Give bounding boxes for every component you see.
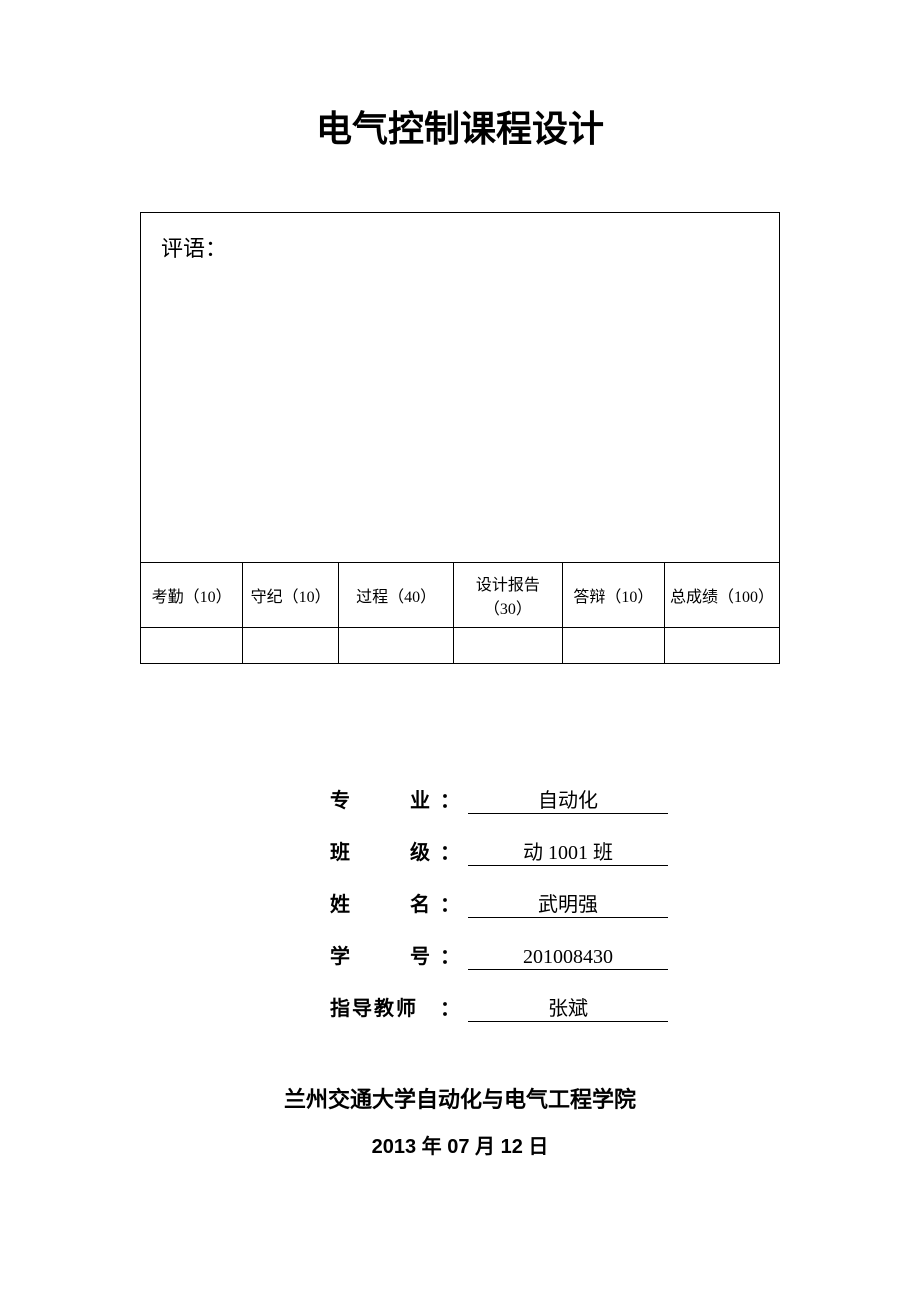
info-row-name: 姓名： 武明强 [330,888,780,918]
score-header-cell: 答辩（10） [562,563,664,628]
info-label: 学号： [330,940,460,969]
footer-date: 2013 年 07 月 12 日 [140,1130,780,1159]
info-section: 专业： 自动化 班级： 动 1001 班 姓名： 武明强 学号： 2010084… [330,784,780,1022]
score-table-header-row: 考勤（10） 守纪（10） 过程（40） 设计报告（30） 答辩（10） 总成绩… [141,563,780,628]
info-label: 专业： [330,784,460,813]
comment-label: 评语： [161,236,227,261]
info-row-id: 学号： 201008430 [330,940,780,970]
score-table: 考勤（10） 守纪（10） 过程（40） 设计报告（30） 答辩（10） 总成绩… [140,562,780,664]
score-value-cell [339,628,454,664]
info-value-advisor: 张斌 [468,992,668,1022]
score-header-cell: 设计报告（30） [454,563,563,628]
info-label: 指导教师： [330,992,460,1021]
score-value-cell [243,628,339,664]
score-header-cell: 守纪（10） [243,563,339,628]
info-value-class: 动 1001 班 [468,836,668,866]
footer: 兰州交通大学自动化与电气工程学院 2013 年 07 月 12 日 [140,1082,780,1159]
score-value-cell [664,628,779,664]
info-row-advisor: 指导教师： 张斌 [330,992,780,1022]
comment-box: 评语： [140,212,780,562]
score-header-cell: 总成绩（100） [664,563,779,628]
info-row-class: 班级： 动 1001 班 [330,836,780,866]
info-value-id: 201008430 [468,946,668,970]
info-label: 班级： [330,836,460,865]
info-row-major: 专业： 自动化 [330,784,780,814]
score-value-cell [562,628,664,664]
score-value-cell [141,628,243,664]
score-header-cell: 过程（40） [339,563,454,628]
footer-institution: 兰州交通大学自动化与电气工程学院 [140,1082,780,1114]
score-table-value-row [141,628,780,664]
score-header-cell: 考勤（10） [141,563,243,628]
info-value-major: 自动化 [468,784,668,814]
document-title: 电气控制课程设计 [140,100,780,152]
score-value-cell [454,628,563,664]
info-value-name: 武明强 [468,888,668,918]
info-label: 姓名： [330,888,460,917]
